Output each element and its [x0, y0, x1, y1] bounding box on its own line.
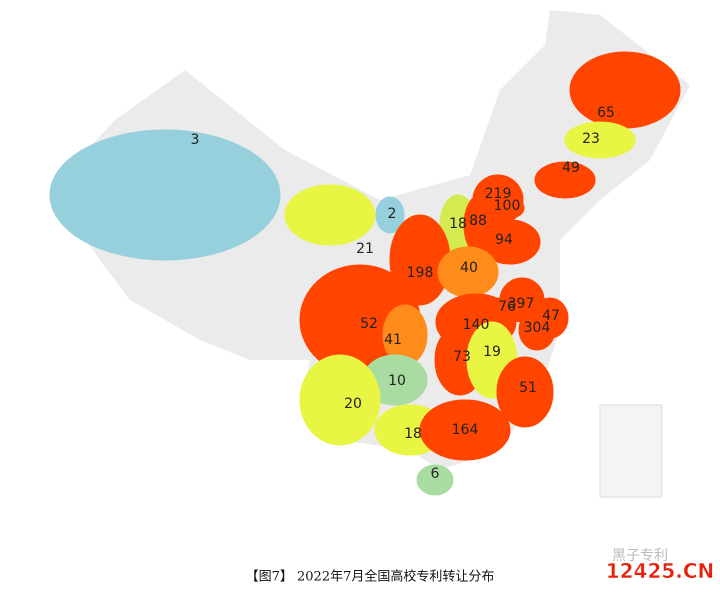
- region-label: 19: [483, 344, 501, 360]
- region: [375, 196, 405, 234]
- region-label: 40: [460, 260, 478, 276]
- region: [284, 184, 376, 246]
- region-label: 2: [388, 206, 397, 222]
- region-label: 198: [407, 265, 434, 281]
- region-label: 397: [508, 296, 535, 312]
- region-label: 18: [449, 216, 467, 232]
- region-label: 73: [453, 349, 471, 365]
- region-label: 100: [494, 198, 521, 214]
- region: [419, 399, 511, 461]
- region: [564, 121, 636, 159]
- region: [299, 354, 381, 446]
- region-label: 94: [495, 232, 513, 248]
- region-label: 18: [404, 426, 422, 442]
- region-label: 20: [344, 396, 362, 412]
- region-label: 140: [463, 317, 490, 333]
- region-label: 304: [524, 320, 551, 336]
- region: [49, 129, 281, 261]
- watermark: 黑子专利: [612, 548, 668, 564]
- region-label: 76: [498, 299, 516, 315]
- watermark: 12425.CN: [606, 559, 715, 583]
- sea-inset: [599, 404, 663, 498]
- region-label: 51: [519, 380, 537, 396]
- region-label: 65: [597, 105, 615, 121]
- region-label: 21: [356, 241, 374, 257]
- region: [534, 161, 596, 199]
- region-label: 52: [360, 316, 378, 332]
- region-label: 10: [388, 373, 406, 389]
- caption: 【图7】 2022年7月全国高校专利转让分布: [246, 569, 495, 585]
- region-label: 6: [431, 466, 440, 482]
- region-label: 41: [384, 332, 402, 348]
- region: [495, 197, 525, 219]
- region-label: 88: [469, 213, 487, 229]
- region: [496, 356, 554, 428]
- regions: [49, 51, 681, 496]
- region: [518, 309, 556, 351]
- country-outline: [50, 10, 690, 470]
- region-label: 49: [562, 160, 580, 176]
- region-label: 47: [542, 308, 560, 324]
- region: [416, 464, 454, 496]
- region-label: 3: [191, 132, 200, 148]
- region-label: 23: [582, 131, 600, 147]
- region: [479, 219, 541, 265]
- region-label: 219: [485, 186, 512, 202]
- region-label: 164: [452, 422, 479, 438]
- region: [569, 51, 681, 129]
